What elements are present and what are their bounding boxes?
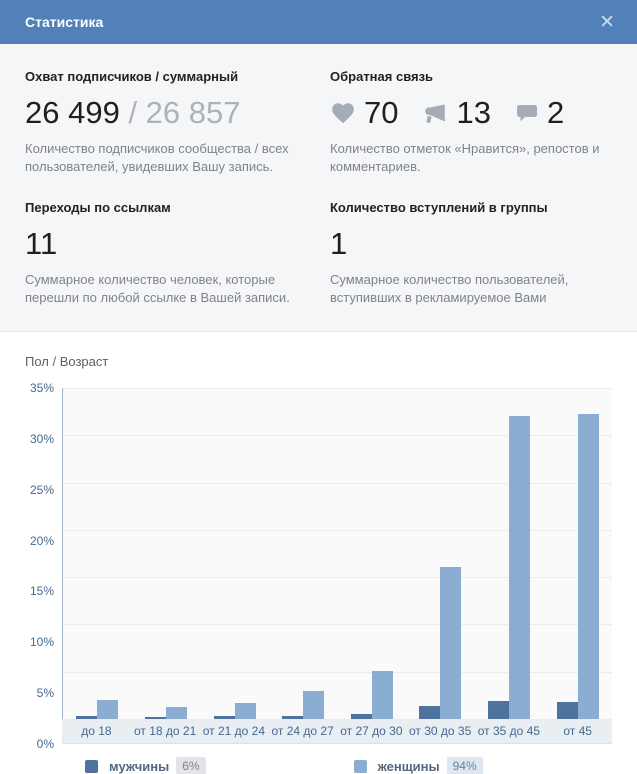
gridline: [63, 671, 612, 673]
comment-icon: [515, 101, 539, 125]
stat-link-clicks-block: Переходы по ссылкам 11 Суммарное количес…: [25, 200, 330, 307]
modal-title: Статистика: [25, 14, 104, 30]
gridline: [63, 388, 612, 389]
stat-feedback-block: Обратная связь 70 13: [330, 69, 612, 176]
stat-group-joins-title: Количество вступлений в группы: [330, 200, 548, 215]
plot-area: [62, 388, 612, 720]
stat-feedback-title: Обратная связь: [330, 69, 434, 84]
gender-age-section: Пол / Возраст 35% 30% 25% 20% 15% 10% 5% 0% до …: [0, 332, 637, 774]
bar-женщины: [234, 702, 256, 719]
bar-мужчины: [213, 716, 235, 719]
reach-current-value: 26 499: [25, 95, 120, 130]
modal-header: Статистика ✕: [0, 0, 637, 44]
close-icon: ✕: [599, 11, 615, 33]
gridline: [63, 719, 612, 720]
bar-group: [338, 388, 407, 719]
gridline: [63, 577, 612, 579]
likes-count: 70: [364, 95, 399, 130]
bar-женщины: [97, 700, 119, 719]
stat-group-joins-description: Суммарное количество пользователей, всту…: [330, 272, 569, 305]
heart-icon: [330, 100, 356, 126]
gridline: [63, 435, 612, 437]
chart-legend: мужчины 6% женщины 94%: [25, 757, 612, 774]
bar-женщины: [165, 706, 187, 719]
bar-мужчины: [419, 705, 441, 719]
stats-summary: Охват подписчиков / суммарный 26 499 / 2…: [0, 44, 637, 332]
stat-link-clicks-description: Суммарное количество человек, которые пе…: [25, 272, 290, 305]
stat-reach-value: 26 499 / 26 857: [25, 95, 330, 131]
megaphone-icon: [422, 100, 448, 126]
comments-count: 2: [546, 95, 565, 130]
legend-item-женщины: женщины 94%: [353, 757, 483, 774]
y-tick-label: 25%: [29, 482, 54, 497]
x-tick-label: от 27 до 30: [340, 724, 403, 738]
bar-женщины: [577, 413, 599, 719]
y-tick-label: 15%: [29, 584, 54, 599]
stat-link-clicks-title: Переходы по ссылкам: [25, 200, 171, 215]
bar-group: [132, 388, 201, 719]
x-tick-label: от 30 до 35: [408, 724, 472, 738]
bar-group: [63, 388, 132, 719]
gridline: [63, 482, 612, 484]
bar-group: [475, 388, 544, 719]
comments-item: 2: [515, 95, 564, 131]
bar-мужчины: [144, 717, 166, 719]
gridline: [63, 529, 612, 531]
stat-reach-title: Охват подписчиков / суммарный: [25, 69, 239, 84]
gridline: [63, 624, 612, 626]
stat-feedback-description: Количество отметок «Нравится», репостов …: [330, 141, 600, 174]
bar-женщины: [303, 690, 325, 719]
stat-reach-block: Охват подписчиков / суммарный 26 499 / 2…: [25, 69, 330, 176]
y-tick-label: 35%: [29, 381, 54, 395]
legend-item-мужчины: мужчины 6%: [85, 757, 206, 774]
bar-женщины: [371, 670, 393, 719]
bar-мужчины: [488, 701, 510, 719]
chart-title: Пол / Возраст: [25, 354, 109, 369]
bar-group: [543, 388, 612, 719]
y-tick-label: 10%: [29, 635, 54, 650]
bar-group: [406, 388, 475, 719]
stat-group-joins-value: 1: [330, 226, 348, 261]
x-tick-label: от 18 до 21: [133, 724, 197, 738]
bar-group: [200, 388, 269, 719]
legend-label: женщины: [377, 758, 440, 774]
legend-swatch: [85, 759, 98, 773]
stat-group-joins-block: Количество вступлений в группы 1 Суммарн…: [330, 200, 612, 307]
bar-group: [269, 388, 338, 719]
reach-divider: /: [119, 95, 146, 130]
y-tick-label: 0%: [36, 737, 54, 751]
x-tick-label: от 21 до 24: [202, 724, 266, 738]
reach-total-value: 26 857: [145, 95, 241, 130]
stat-link-clicks-value: 11: [25, 226, 58, 261]
legend-share-badge: 6%: [176, 757, 206, 774]
bars-layer: [63, 388, 612, 719]
likes-item: 70: [330, 95, 398, 131]
reposts-count: 13: [456, 95, 491, 130]
legend-share-badge: 94%: [446, 757, 483, 774]
feedback-row: 70 13 2: [330, 95, 612, 131]
bar-мужчины: [282, 716, 304, 719]
x-tick-label: от 45: [563, 724, 592, 738]
y-tick-label: 20%: [29, 533, 54, 548]
legend-swatch: [353, 759, 367, 773]
bar-женщины: [440, 566, 462, 719]
x-tick-label: от 35 до 45: [477, 724, 541, 738]
y-tick-label: 30%: [29, 431, 54, 446]
bar-мужчины: [76, 716, 98, 719]
plot-column: до 18 от 18 до 21 от 21 до 24 от 24 до 27 от…: [62, 388, 612, 744]
y-tick-label: 5%: [36, 686, 54, 701]
stat-reach-description: Количество подписчиков сообщества / всех…: [25, 141, 289, 174]
bar-женщины: [509, 416, 531, 719]
legend-label: мужчины: [109, 758, 170, 774]
reposts-item: 13: [422, 95, 491, 131]
x-tick-label: до 18: [81, 724, 112, 738]
x-tick-label: от 24 до 27: [271, 724, 334, 738]
close-button[interactable]: ✕: [599, 13, 615, 32]
bar-мужчины: [350, 714, 372, 719]
x-axis: до 18 от 18 до 21 от 21 до 24 от 24 до 27 от…: [62, 719, 612, 744]
gender-age-chart: 35% 30% 25% 20% 15% 10% 5% 0% до 18 от 18 до 21 о…: [25, 381, 612, 751]
bar-мужчины: [556, 701, 578, 719]
y-axis: 35% 30% 25% 20% 15% 10% 5% 0%: [25, 381, 62, 751]
